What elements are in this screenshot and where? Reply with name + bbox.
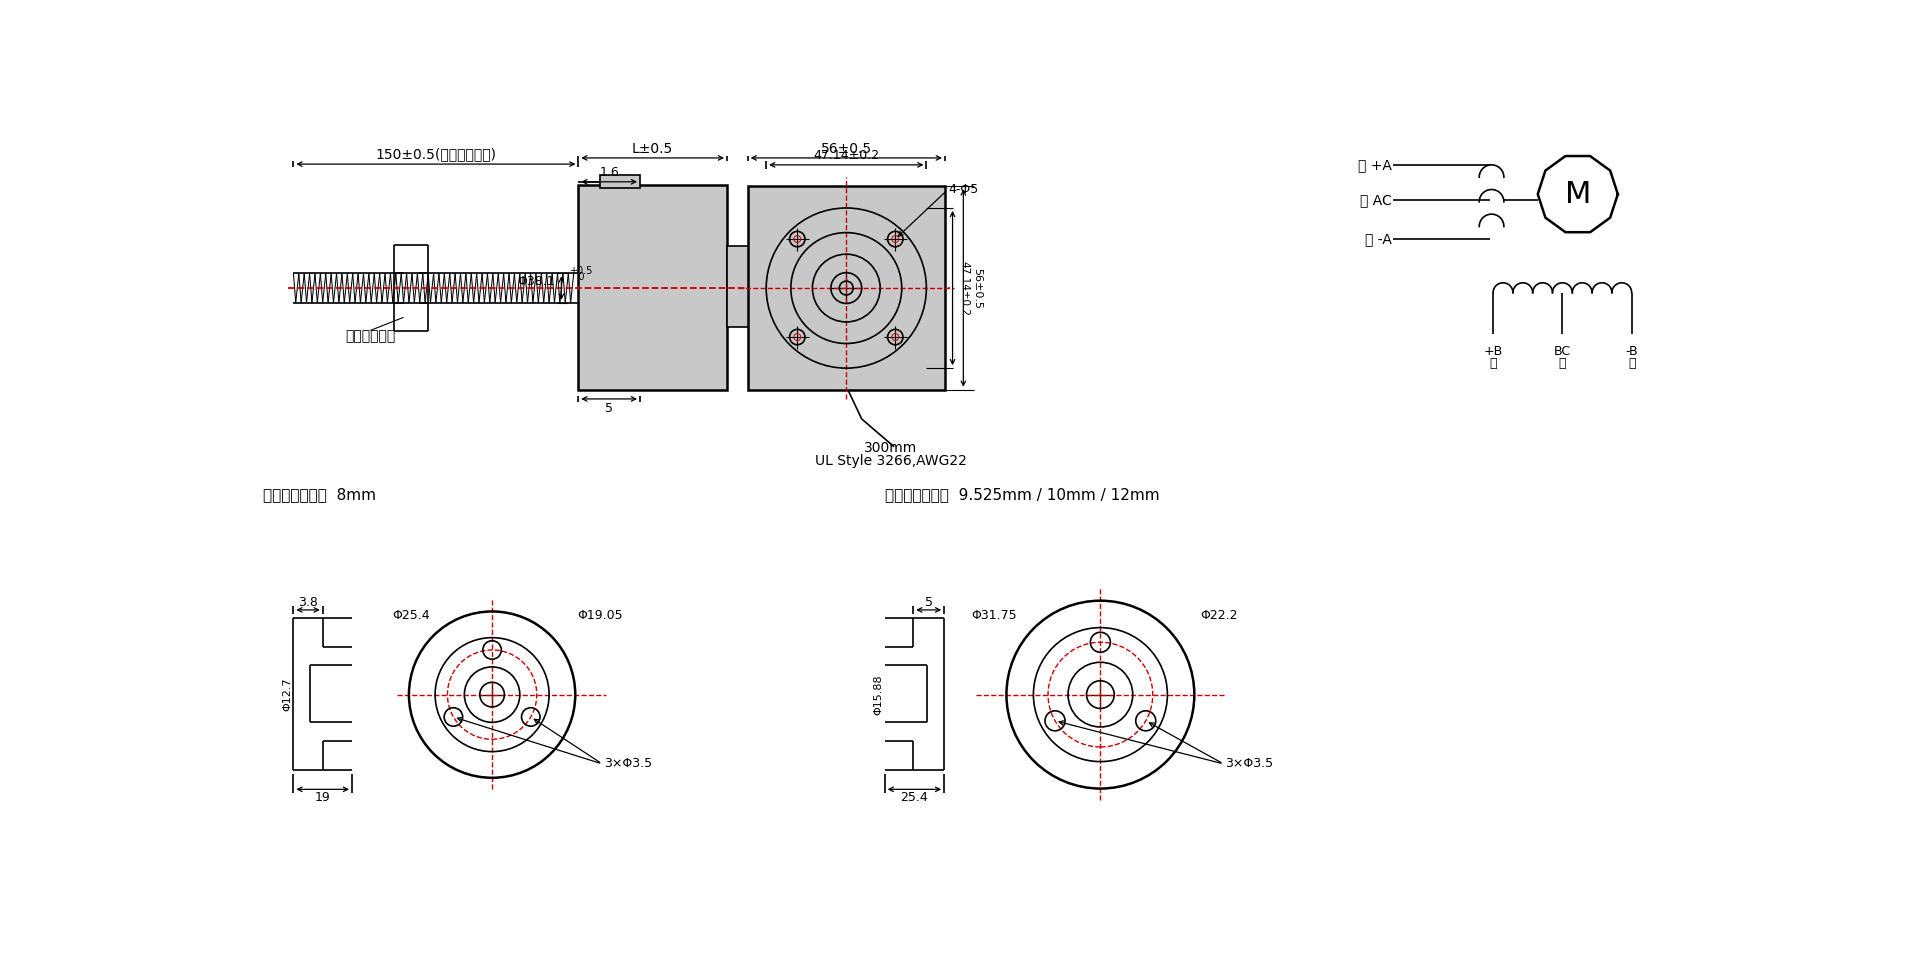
Text: 外部线性螺母: 外部线性螺母 bbox=[345, 330, 395, 344]
Text: Φ19.05: Φ19.05 bbox=[576, 609, 622, 622]
Text: 黑: 黑 bbox=[1628, 357, 1636, 370]
Text: 5: 5 bbox=[605, 402, 613, 415]
Text: 19: 19 bbox=[314, 791, 331, 803]
Text: +0.5: +0.5 bbox=[568, 266, 592, 276]
Text: 蓝 -A: 蓝 -A bbox=[1364, 231, 1391, 246]
Text: BC: BC bbox=[1553, 346, 1571, 358]
Text: Φ22.2: Φ22.2 bbox=[1201, 609, 1237, 622]
Text: Φ38.1: Φ38.1 bbox=[516, 275, 555, 288]
Text: 25.4: 25.4 bbox=[900, 791, 929, 803]
Text: L±0.5: L±0.5 bbox=[632, 142, 673, 156]
Text: +B: +B bbox=[1484, 346, 1503, 358]
Text: Φ25.4: Φ25.4 bbox=[391, 609, 430, 622]
Text: 47.14±0.2: 47.14±0.2 bbox=[960, 261, 969, 315]
Text: 56±0.5: 56±0.5 bbox=[973, 267, 983, 308]
Text: 1.6: 1.6 bbox=[599, 166, 619, 179]
Bar bbox=[726, 247, 755, 327]
Text: 3×Φ3.5: 3×Φ3.5 bbox=[1226, 757, 1274, 770]
Text: M: M bbox=[1565, 180, 1592, 209]
Text: 黄: 黄 bbox=[1559, 357, 1567, 370]
Text: 3.8: 3.8 bbox=[299, 595, 318, 609]
Text: Φ15.88: Φ15.88 bbox=[873, 674, 884, 715]
Bar bbox=[599, 175, 640, 188]
Text: 0: 0 bbox=[568, 272, 584, 282]
Text: 梯型丝杆直径：  8mm: 梯型丝杆直径： 8mm bbox=[262, 487, 376, 502]
Text: 56±0.5: 56±0.5 bbox=[821, 142, 871, 156]
Text: 300mm: 300mm bbox=[865, 441, 917, 455]
Text: 5: 5 bbox=[925, 595, 933, 609]
Text: UL Style 3266,AWG22: UL Style 3266,AWG22 bbox=[815, 454, 967, 468]
Text: 白 AC: 白 AC bbox=[1360, 193, 1391, 207]
Text: 47.14±0.2: 47.14±0.2 bbox=[813, 149, 879, 162]
Text: 红 +A: 红 +A bbox=[1359, 158, 1391, 172]
Text: Φ31.75: Φ31.75 bbox=[971, 609, 1017, 622]
Text: 绳: 绳 bbox=[1490, 357, 1497, 370]
Text: -B: -B bbox=[1624, 346, 1638, 358]
Text: 3×Φ3.5: 3×Φ3.5 bbox=[605, 757, 653, 770]
Text: Φ12.7: Φ12.7 bbox=[281, 677, 293, 712]
Text: 150±0.5(可自定义长度): 150±0.5(可自定义长度) bbox=[376, 147, 497, 161]
Text: 4-Φ5: 4-Φ5 bbox=[948, 183, 979, 196]
Bar bbox=[748, 186, 944, 389]
Bar bbox=[578, 184, 726, 390]
Text: 梯型丝杆直径：  9.525mm / 10mm / 12mm: 梯型丝杆直径： 9.525mm / 10mm / 12mm bbox=[884, 487, 1160, 502]
